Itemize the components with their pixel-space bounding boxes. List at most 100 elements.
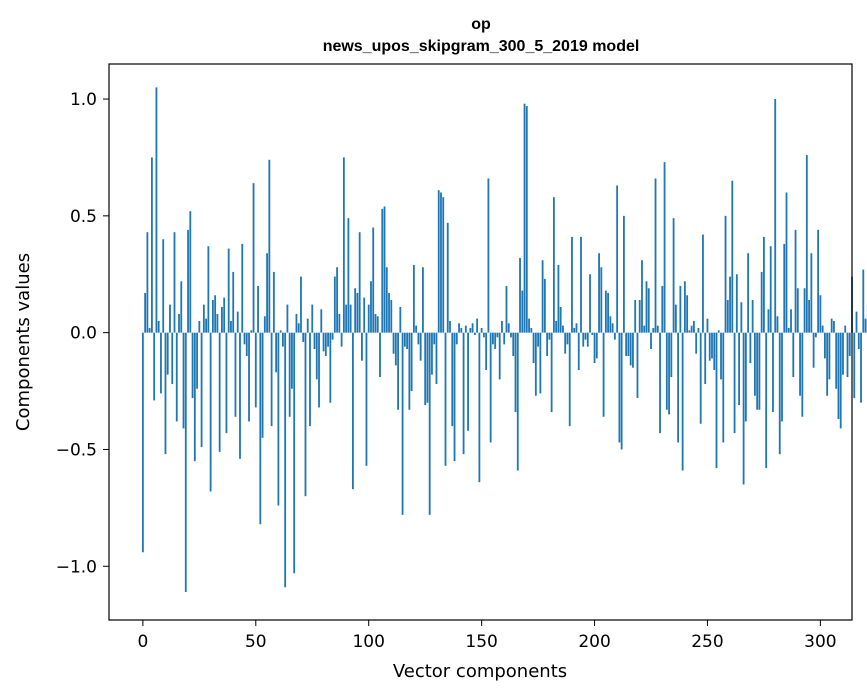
bar-301	[821, 325, 824, 333]
bar-310	[842, 332, 844, 375]
bar-297	[812, 332, 815, 368]
bar-276	[765, 332, 768, 469]
bar-46	[245, 332, 248, 357]
bar-266	[742, 332, 745, 485]
bar-35	[221, 306, 223, 333]
bar-74	[309, 332, 311, 427]
bar-50	[254, 332, 257, 408]
bar-49	[252, 183, 255, 333]
y-tick-label: −0.5	[56, 440, 97, 460]
bar-246	[697, 327, 700, 333]
bar-105	[379, 332, 381, 378]
bar-237	[677, 332, 680, 443]
bar-81	[324, 332, 327, 357]
bar-270	[751, 299, 754, 333]
bar-311	[844, 325, 847, 333]
bar-306	[833, 320, 835, 333]
bar-20	[187, 229, 189, 333]
bar-212	[620, 332, 623, 450]
bar-260	[729, 276, 731, 333]
bar-318	[860, 332, 862, 403]
bar-32	[214, 295, 217, 333]
bar-series	[141, 87, 867, 592]
bar-27	[202, 304, 205, 333]
bar-229	[659, 332, 661, 434]
bar-159	[501, 320, 503, 333]
bar-28	[205, 318, 208, 333]
bar-189	[568, 332, 571, 427]
x-tick-label: 150	[465, 632, 497, 652]
bar-293	[803, 288, 806, 333]
bar-216	[629, 332, 632, 366]
bar-319	[862, 269, 865, 333]
bar-232	[665, 332, 668, 410]
bar-205	[604, 290, 607, 333]
bar-239	[681, 332, 684, 471]
bar-275	[763, 236, 765, 333]
bar-16	[178, 313, 180, 333]
bar-59	[275, 332, 278, 373]
bar-251	[708, 332, 711, 361]
bar-5	[153, 332, 156, 401]
bar-242	[688, 330, 691, 333]
bar-150	[480, 327, 483, 333]
bar-221	[641, 260, 643, 333]
bar-215	[627, 332, 630, 357]
bar-188	[566, 332, 569, 345]
bar-261	[731, 180, 734, 333]
bar-7	[157, 320, 160, 333]
bar-299	[817, 229, 820, 333]
x-tick-label: 0	[137, 632, 148, 652]
bar-160	[503, 332, 506, 345]
bar-250	[706, 318, 709, 333]
bar-202	[598, 253, 600, 333]
bar-3	[148, 327, 151, 333]
bar-134	[444, 332, 447, 466]
bar-15	[175, 332, 178, 422]
bar-76	[313, 332, 316, 350]
bar-198	[589, 274, 591, 333]
bar-218	[634, 299, 637, 333]
bar-0	[141, 332, 144, 553]
bar-113	[397, 332, 399, 410]
bar-107	[383, 206, 386, 333]
bar-89	[342, 157, 345, 333]
bar-128	[431, 332, 433, 375]
bar-236	[674, 304, 677, 333]
bar-70	[300, 276, 302, 333]
bar-171	[528, 318, 530, 333]
bar-308	[837, 332, 840, 420]
bar-204	[602, 332, 605, 417]
bar-203	[600, 267, 603, 333]
bar-88	[340, 332, 343, 347]
bar-83	[329, 332, 332, 403]
bar-69	[297, 323, 300, 333]
bar-144	[467, 332, 469, 431]
bar-111	[392, 332, 395, 354]
bar-90	[345, 304, 348, 333]
bar-72	[304, 332, 307, 497]
bar-249	[704, 332, 707, 385]
bar-163	[510, 332, 512, 338]
bar-303	[826, 332, 829, 396]
bar-186	[562, 325, 564, 333]
bar-213	[623, 215, 625, 333]
bar-18	[182, 332, 185, 429]
bar-184	[557, 264, 560, 333]
bar-295	[808, 299, 810, 333]
bar-42	[236, 311, 239, 333]
bar-238	[679, 285, 682, 333]
bar-315	[853, 332, 856, 399]
bar-14	[173, 232, 176, 333]
bar-140	[458, 323, 460, 333]
bar-132	[440, 192, 442, 333]
bar-147	[473, 332, 476, 335]
bar-272	[756, 332, 759, 410]
bar-287	[790, 309, 792, 333]
bar-65	[288, 332, 291, 417]
bar-120	[412, 264, 415, 333]
bar-71	[302, 332, 305, 342]
bar-175	[537, 332, 539, 347]
bar-78	[318, 332, 320, 408]
bar-228	[656, 325, 659, 333]
